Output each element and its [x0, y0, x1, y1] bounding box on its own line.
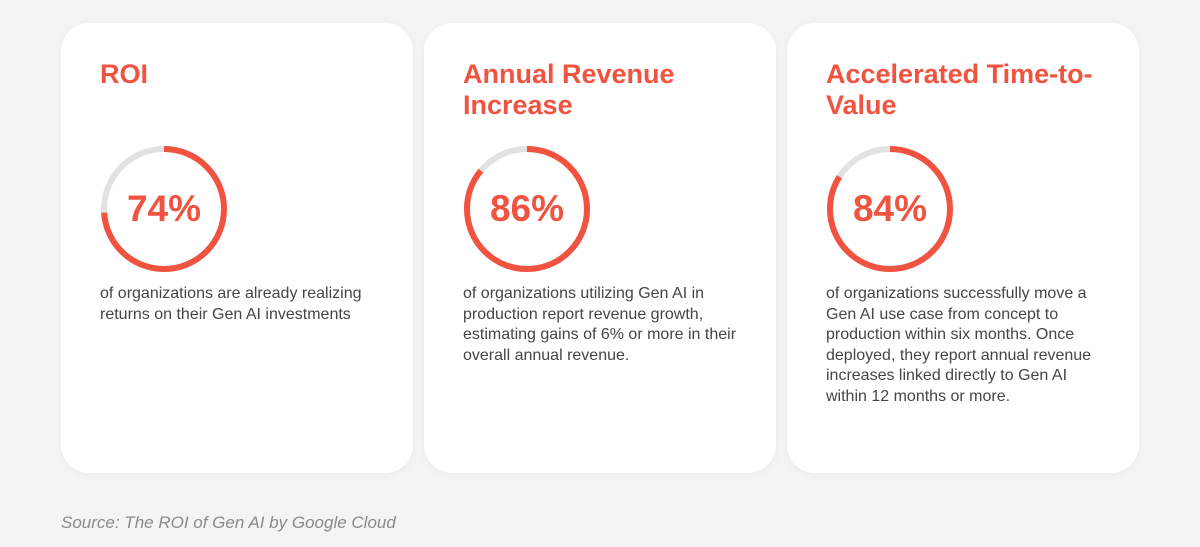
progress-ring-svg	[827, 146, 953, 272]
progress-ring: 86%	[463, 145, 591, 273]
stat-card-revenue: Annual Revenue Increase 86% of organizat…	[424, 23, 776, 473]
percent-label: 74%	[126, 188, 202, 229]
percent-label: 84%	[852, 188, 928, 229]
progress-ring: 74%	[100, 145, 228, 273]
progress-ring-svg	[101, 146, 227, 272]
card-description: of organizations utilizing Gen AI in pro…	[463, 285, 737, 364]
card-title: Accelerated Time-to-Value	[826, 59, 1093, 120]
stat-card-roi: ROI 74% of organizations are already rea…	[61, 23, 413, 473]
card-title: ROI	[100, 59, 149, 89]
source-caption: Source: The ROI of Gen AI by Google Clou…	[61, 513, 396, 532]
progress-ring: 84%	[826, 145, 954, 273]
ring-progress-arc	[464, 146, 590, 272]
card-description: of organizations successfully move a Gen…	[826, 285, 1092, 405]
stat-card-time-to-value: Accelerated Time-to-Value 84% of organiz…	[787, 23, 1139, 473]
ring-progress-arc	[101, 146, 227, 272]
card-title: Annual Revenue Increase	[463, 59, 675, 120]
progress-ring-svg	[464, 146, 590, 272]
card-description: of organizations are already realizing r…	[100, 285, 362, 323]
percent-label: 86%	[489, 188, 565, 229]
ring-progress-arc	[827, 146, 953, 272]
